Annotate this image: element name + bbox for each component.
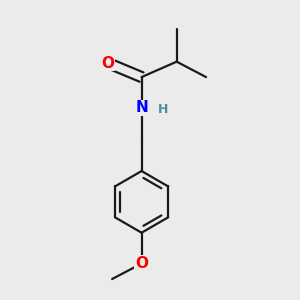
Text: H: H	[158, 103, 168, 116]
Text: N: N	[135, 100, 148, 116]
Text: O: O	[135, 256, 148, 271]
Text: O: O	[101, 56, 114, 70]
